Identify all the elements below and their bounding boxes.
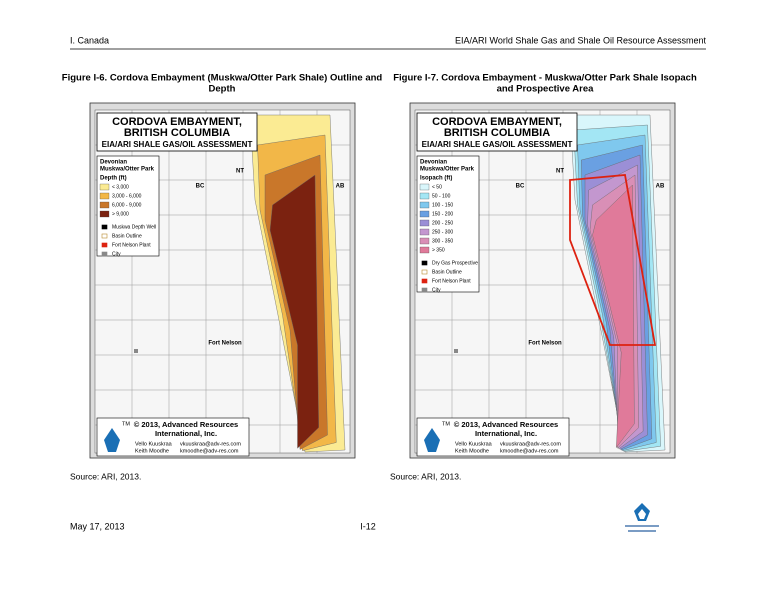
legend-label: Muskwa Depth Well	[112, 224, 156, 230]
place-label: Fort Nelson	[528, 341, 562, 347]
legend-label: Dry Gas Prospective	[432, 260, 478, 266]
credit-logo	[424, 428, 440, 452]
legend-label: 100 - 150	[432, 202, 453, 208]
credit-line: © 2013, Advanced Resources	[454, 420, 558, 429]
legend-heading: Isopach (ft)	[420, 176, 452, 182]
figure-source: Source: ARI, 2013.	[70, 471, 141, 481]
legend-swatch	[419, 246, 430, 254]
city-marker	[134, 349, 138, 353]
legend-symbol	[421, 269, 428, 275]
place-label: BC	[196, 184, 205, 190]
shale-zone	[592, 184, 635, 449]
shale-zone	[269, 174, 319, 449]
legend-symbol	[421, 278, 428, 284]
credit-line: Keith Moodhe	[455, 448, 489, 454]
city-marker	[454, 349, 458, 353]
legend-swatch	[419, 237, 430, 245]
header-left: I. Canada	[70, 35, 109, 45]
credit-line: TM	[442, 421, 450, 427]
legend-label: Basin Outline	[112, 233, 142, 239]
credit-line: International, Inc.	[475, 429, 537, 438]
credit-line: kmoodhe@adv-res.com	[180, 448, 239, 454]
legend-label: < 3,000	[112, 184, 129, 190]
map-title-box	[416, 112, 578, 152]
legend-title: Devonian	[420, 160, 447, 166]
legend-swatch	[99, 210, 110, 218]
legend-label: 3,000 - 6,000	[112, 193, 142, 199]
credit-line: © 2013, Advanced Resources	[134, 420, 238, 429]
map-subtitle: EIA/ARI SHALE GAS/OIL ASSESSMENT	[422, 140, 573, 149]
legend-label: 200 - 250	[432, 220, 453, 226]
legend-title: Muskwa/Otter Park	[420, 167, 475, 173]
map-title-box	[96, 112, 258, 152]
credit-line: kmoodhe@adv-res.com	[500, 448, 559, 454]
place-label: NT	[556, 169, 564, 175]
map-subtitle: EIA/ARI SHALE GAS/OIL ASSESSMENT	[102, 140, 253, 149]
credit-line: International, Inc.	[155, 429, 217, 438]
legend-label: City	[112, 251, 121, 257]
header-right: EIA/ARI World Shale Gas and Shale Oil Re…	[455, 35, 706, 45]
legend-swatch	[419, 210, 430, 218]
legend-label: 300 - 350	[432, 238, 453, 244]
footer-date: May 17, 2013	[70, 521, 125, 531]
footer-logo	[625, 503, 659, 532]
credit-line: vkuuskraa@adv-res.com	[500, 441, 561, 447]
credit-logo	[104, 428, 120, 452]
map-title: CORDOVA EMBAYMENT,	[112, 116, 242, 128]
legend-symbol	[101, 224, 108, 230]
legend-label: Basin Outline	[432, 269, 462, 275]
legend-title: Devonian	[100, 160, 127, 166]
legend-swatch	[99, 192, 110, 200]
legend-label: Fort Nelson Plant	[432, 278, 471, 284]
legend-title: Muskwa/Otter Park	[100, 167, 155, 173]
place-label: NT	[236, 169, 244, 175]
footer-page: I-12	[360, 521, 376, 531]
legend-label: 6,000 - 9,000	[112, 202, 142, 208]
legend-swatch	[99, 183, 110, 191]
legend-label: > 350	[432, 247, 445, 253]
figure-caption: and Prospective Area	[497, 84, 595, 95]
legend-label: Fort Nelson Plant	[112, 242, 151, 248]
prospective-outline	[569, 174, 657, 346]
place-label: AB	[656, 184, 665, 190]
map-title: BRITISH COLUMBIA	[124, 127, 230, 139]
legend-swatch	[419, 183, 430, 191]
legend-label: 250 - 300	[432, 229, 453, 235]
map-title: BRITISH COLUMBIA	[444, 127, 550, 139]
legend-label: City	[432, 287, 441, 293]
legend-label: 50 - 100	[432, 193, 451, 199]
legend-swatch	[419, 192, 430, 200]
credit-box	[416, 417, 570, 457]
figure-caption: Depth	[209, 84, 236, 95]
credit-line: Vello Kuuskraa	[455, 441, 493, 447]
legend-symbol	[101, 242, 108, 248]
legend-symbol	[101, 251, 108, 257]
map-title: CORDOVA EMBAYMENT,	[432, 116, 562, 128]
legend-label: > 9,000	[112, 211, 129, 217]
legend-swatch	[99, 201, 110, 209]
legend-symbol	[421, 287, 428, 293]
legend-swatch	[419, 228, 430, 236]
figure-caption: Figure I-6. Cordova Embayment (Muskwa/Ot…	[62, 73, 383, 84]
place-label: BC	[516, 184, 525, 190]
place-label: Fort Nelson	[208, 341, 242, 347]
credit-line: TM	[122, 421, 130, 427]
credit-line: vkuuskraa@adv-res.com	[180, 441, 241, 447]
legend-symbol	[421, 260, 428, 266]
credit-line: Keith Moodhe	[135, 448, 169, 454]
legend-swatch	[419, 201, 430, 209]
figure-source: Source: ARI, 2013.	[390, 471, 461, 481]
credit-line: Vello Kuuskraa	[135, 441, 173, 447]
legend-heading: Depth (ft)	[100, 176, 127, 182]
figure-caption: Figure I-7. Cordova Embayment - Muskwa/O…	[393, 73, 697, 84]
credit-box	[96, 417, 250, 457]
legend-label: 150 - 200	[432, 211, 453, 217]
place-label: AB	[336, 184, 345, 190]
legend-symbol	[101, 233, 108, 239]
legend-swatch	[419, 219, 430, 227]
legend-label: < 50	[432, 184, 442, 190]
